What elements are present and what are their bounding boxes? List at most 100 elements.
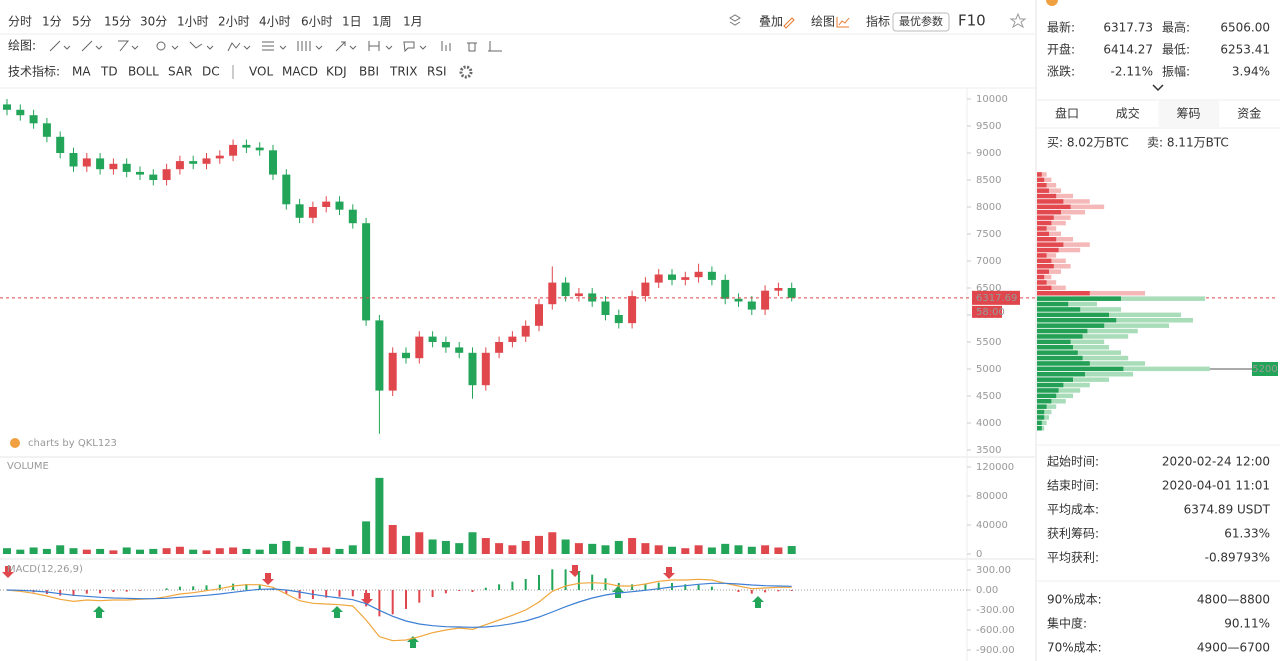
indicator-tab[interactable]: RSI (427, 65, 447, 79)
quote-label: 开盘: (1047, 42, 1075, 57)
volume-bar (468, 532, 477, 554)
indicator-tab[interactable]: KDJ (326, 65, 347, 79)
period-tab[interactable]: 1日 (342, 15, 362, 29)
profile-marker-box (1252, 362, 1278, 376)
period-tab[interactable]: 6小时 (301, 15, 333, 29)
f10-button[interactable]: F10 (958, 12, 986, 30)
macd-hist (405, 590, 407, 609)
y-tick-label: 10000 (976, 94, 1008, 105)
period-tab[interactable]: 1分 (42, 15, 62, 29)
profile-bar (1037, 404, 1047, 409)
panel-tab[interactable]: 资金 (1237, 106, 1261, 121)
period-tab[interactable]: 1周 (372, 15, 392, 29)
watermark-icon (10, 438, 20, 448)
period-tab[interactable]: 4小时 (259, 15, 291, 29)
profile-bar (1037, 307, 1081, 312)
indicator-tab[interactable]: MACD (282, 65, 318, 79)
indicator-tab[interactable]: BBI (359, 65, 379, 79)
macd-hist (72, 590, 75, 596)
profile-bar (1037, 220, 1052, 226)
period-tab[interactable]: 2小时 (218, 15, 250, 29)
profile-bar (1037, 226, 1047, 231)
volume-bar (96, 548, 105, 554)
draw-tools[interactable] (49, 40, 502, 53)
macd-hist (524, 579, 527, 590)
candle-body (242, 144, 251, 148)
expand-icon[interactable] (1152, 84, 1164, 92)
y-tick-label: 8500 (976, 175, 1001, 186)
candle-body (388, 352, 397, 391)
period-tab[interactable]: 15分 (104, 15, 131, 29)
last-price-label: 6317.69 (976, 293, 1017, 304)
countdown: 58:00 (976, 307, 1005, 318)
volume-bar (535, 535, 543, 554)
volume-bar (175, 546, 184, 554)
macd-hist (298, 590, 301, 599)
panel-tab[interactable]: 盘口 (1055, 106, 1079, 121)
toolbar-action[interactable]: 绘图 (811, 14, 835, 29)
profile-bar (1037, 366, 1124, 372)
indicator-tab[interactable]: TD (100, 65, 118, 79)
candle-body (255, 147, 264, 151)
indicator-tab[interactable]: SAR (168, 65, 192, 79)
toolbar-action[interactable]: 叠加 (759, 15, 783, 29)
volume-bar (747, 546, 756, 554)
volume-bar (362, 521, 371, 554)
candle-body (747, 301, 756, 310)
volume-bar (681, 548, 690, 554)
profile-bar (1037, 339, 1071, 345)
candle-body (322, 201, 331, 207)
macd-hist (59, 590, 62, 596)
indicator-tab[interactable]: TRIX (389, 65, 417, 79)
indicator-tab[interactable]: MA (72, 65, 91, 79)
profile-bar (1037, 204, 1071, 210)
volume-bar (255, 549, 264, 554)
macd-hist (551, 569, 554, 590)
panel-tab[interactable]: 成交 (1116, 106, 1140, 121)
stat-label: 起始时间: (1047, 455, 1099, 469)
period-tab[interactable]: 分时 (8, 15, 32, 29)
volume-bar (441, 540, 450, 554)
profile-bar (1037, 301, 1069, 307)
candle-body (308, 207, 317, 218)
sell-chips: 卖: 8.11万BTC (1147, 136, 1229, 150)
macd-hist (657, 582, 660, 590)
macd-hist (165, 588, 168, 590)
macd-hist (205, 585, 208, 590)
period-tab[interactable]: 5分 (72, 15, 92, 29)
candle-body (654, 274, 663, 283)
candle-body (82, 158, 91, 167)
profile-bar (1037, 183, 1047, 188)
candle-body (441, 342, 450, 348)
panel-tab[interactable]: 筹码 (1176, 107, 1200, 121)
volume-bar (42, 548, 51, 554)
indicator-tab[interactable]: VOL (249, 65, 273, 79)
candle-body (574, 293, 583, 297)
profile-bar (1037, 355, 1083, 361)
indicator-tab[interactable]: BOLL (128, 65, 159, 79)
volume-bar (162, 548, 171, 554)
volume-bar (574, 543, 583, 554)
best-param-button[interactable] (892, 12, 950, 32)
stat-label: 集中度: (1047, 616, 1087, 631)
indicator-tab[interactable]: DC (202, 65, 220, 79)
toolbar-action[interactable]: 指标 (866, 14, 890, 29)
period-tab[interactable]: 30分 (140, 15, 167, 29)
macd-hist (750, 590, 753, 594)
stat-value: 61.33% (1224, 527, 1270, 541)
candle-body (774, 288, 783, 291)
stat-value: 90.11% (1224, 617, 1270, 631)
settings-icon[interactable] (459, 65, 473, 79)
stat-label: 90%成本: (1047, 593, 1102, 607)
candle-body (375, 320, 384, 391)
candle-body (721, 279, 730, 299)
volume-bar (415, 532, 424, 554)
candle-body (282, 174, 291, 205)
stat-label: 获利筹码: (1047, 527, 1099, 541)
period-tab[interactable]: 1月 (403, 15, 423, 29)
best-param-label[interactable]: 最优参数 (899, 14, 943, 28)
stat-value: 2020-02-24 12:00 (1162, 455, 1270, 469)
profile-bar (1037, 361, 1145, 366)
macd-hist (232, 583, 235, 590)
period-tab[interactable]: 1小时 (177, 15, 209, 29)
